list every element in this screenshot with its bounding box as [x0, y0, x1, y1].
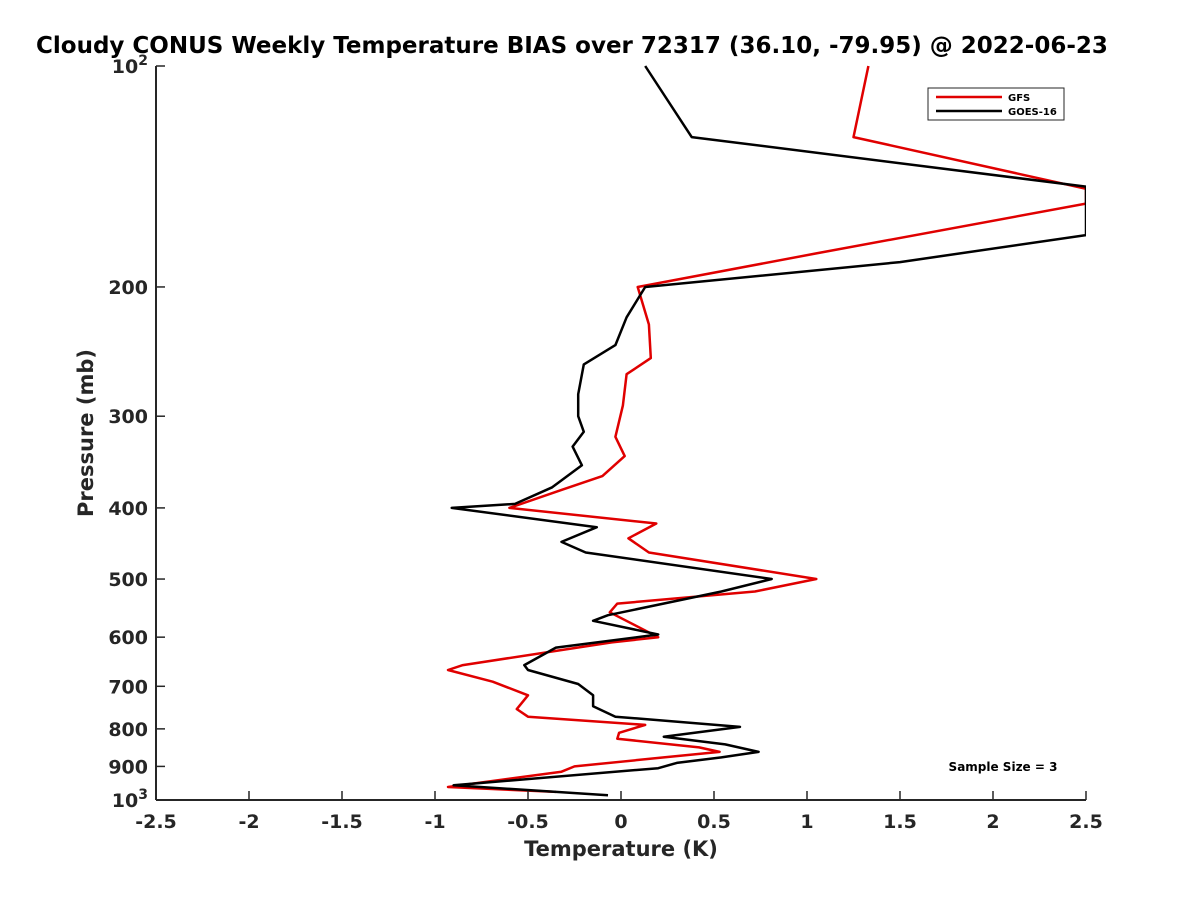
- y-tick-label: 900: [108, 756, 148, 778]
- x-tick-label: 0.5: [697, 811, 731, 833]
- y-tick-label: 300: [108, 406, 148, 428]
- x-tick-label: 0: [614, 811, 627, 833]
- x-ticks: -2.5 -2 -1.5 -1 -0.5 0 0.5 1 1.5 2 2.5: [135, 791, 1103, 833]
- x-tick-label: -1.5: [321, 811, 363, 833]
- y-tick-label: 700: [108, 676, 148, 698]
- x-tick-label: -0.5: [507, 811, 549, 833]
- chart-title: Cloudy CONUS Weekly Temperature BIAS ove…: [36, 33, 1108, 59]
- x-tick-label: 2.5: [1069, 811, 1103, 833]
- y-tick-label: 102: [112, 53, 148, 78]
- x-tick-label: -2.5: [135, 811, 177, 833]
- y-tick-label: 103: [112, 787, 148, 812]
- y-tick-label: 500: [108, 569, 148, 591]
- series-line-goes16: [450, 65, 1086, 797]
- x-axis-label: Temperature (K): [524, 837, 718, 861]
- y-tick-label: 200: [108, 277, 148, 299]
- y-tick-label: 400: [108, 498, 148, 520]
- x-tick-label: 1: [800, 811, 813, 833]
- legend-label-goes16: GOES-16: [1008, 107, 1057, 118]
- series-line-gfs: [446, 65, 1086, 794]
- x-tick-label: 1.5: [883, 811, 917, 833]
- y-ticks: 102 200 300 400 500 600 700 800 900 103: [108, 53, 165, 812]
- legend-label-gfs: GFS: [1008, 93, 1030, 104]
- x-tick-label: -2: [238, 811, 259, 833]
- y-tick-label: 600: [108, 627, 148, 649]
- series-layer: [446, 65, 1086, 797]
- sample-size-annotation: Sample Size = 3: [949, 760, 1058, 774]
- y-axis-label: Pressure (mb): [74, 349, 98, 517]
- legend-box: [927, 87, 1065, 121]
- plot-background: [156, 66, 1086, 800]
- x-tick-label: -1: [424, 811, 445, 833]
- plot-area: -2.5 -2 -1.5 -1 -0.5 0 0.5 1 1.5 2 2.5 102 200 300 40…: [108, 53, 1103, 833]
- legend: GFS GOES-16: [927, 87, 1065, 121]
- y-tick-label: 800: [108, 719, 148, 741]
- x-tick-label: 2: [986, 811, 999, 833]
